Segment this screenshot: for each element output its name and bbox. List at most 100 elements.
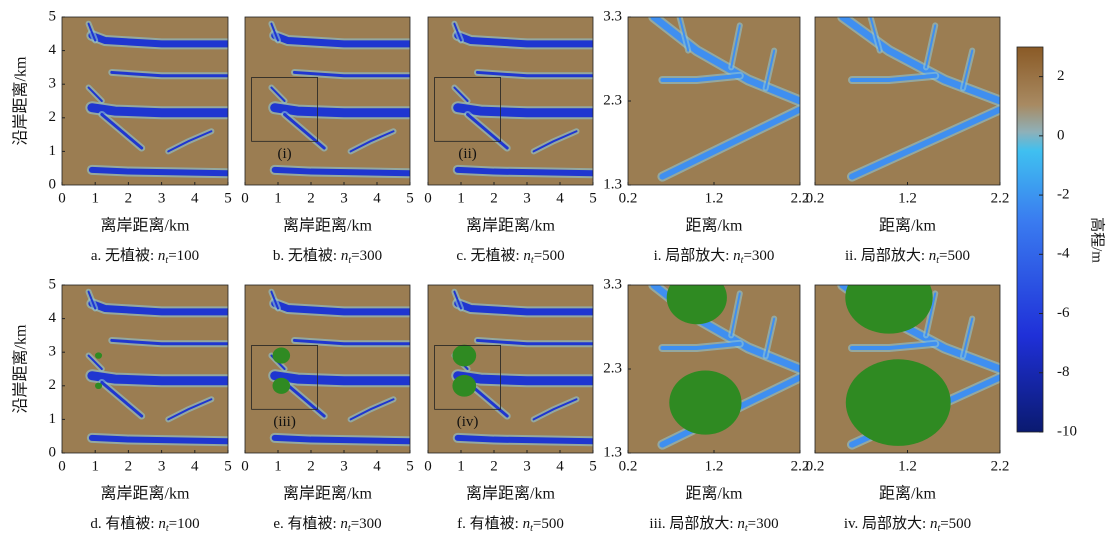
x-label: 距离/km [879, 217, 936, 235]
x-tick-label: 2.2 [991, 190, 1010, 206]
x-label: 距离/km [879, 485, 936, 503]
image [815, 262, 1000, 453]
y-tick-label: 0 [49, 176, 57, 192]
y-tick-label: 1 [49, 411, 57, 427]
image [62, 285, 228, 453]
x-tick-label: 2 [307, 458, 315, 474]
caption-var: n [737, 516, 745, 532]
x-tick-label: 4 [556, 190, 564, 206]
caption-prefix: i. 局部放大: [654, 247, 734, 264]
caption-prefix: iv. 局部放大: [844, 515, 930, 532]
x-tick-label: 0 [58, 458, 66, 474]
x-tick-label: 5 [224, 190, 232, 206]
x-tick-label: 1 [457, 458, 465, 474]
vegetation [273, 378, 291, 394]
caption-prefix: e. 有植被: [273, 515, 340, 532]
x-tick-label: 3 [523, 458, 531, 474]
tick-label: -4 [1057, 246, 1070, 262]
x-label: 离岸距离/km [283, 217, 372, 235]
x-tick-label: 4 [191, 190, 199, 206]
x-tick-label: 0.2 [806, 458, 825, 474]
channel [275, 170, 410, 173]
caption: b. 无植被: nt=300 [273, 247, 382, 266]
caption-prefix: a. 无植被: [91, 247, 158, 264]
caption: ii. 局部放大: nt=500 [845, 247, 970, 266]
x-tick-label: 2 [125, 190, 133, 206]
caption-var: n [340, 516, 348, 532]
caption: iv. 局部放大: nt=500 [844, 515, 971, 534]
vegetation [95, 352, 102, 358]
x-tick-label: 0 [58, 190, 66, 206]
caption-suffix: =500 [940, 516, 971, 532]
x-tick-label: 5 [224, 458, 232, 474]
x-tick-label: 3 [158, 458, 166, 474]
channel [275, 376, 410, 381]
caption-prefix: ii. 局部放大: [845, 247, 929, 264]
channel [92, 108, 228, 113]
x-tick-label: 4 [556, 458, 564, 474]
terrain [815, 17, 1000, 185]
caption-suffix: =300 [748, 516, 779, 532]
x-tick-label: 3 [523, 190, 531, 206]
caption-suffix: =500 [939, 248, 970, 264]
channel [458, 376, 593, 381]
inset-label: (i) [278, 146, 292, 162]
x-tick-label: 5 [406, 190, 414, 206]
y-tick-label: 3 [49, 76, 57, 92]
vegetation [452, 345, 476, 367]
tick-label: -2 [1057, 187, 1070, 203]
terrain [628, 17, 800, 185]
x-label: 离岸距离/km [101, 485, 190, 503]
caption-suffix: =100 [169, 516, 200, 532]
y-tick-label: 3.3 [603, 276, 622, 292]
caption: c. 无植被: nt=500 [456, 247, 564, 266]
x-tick-label: 3 [158, 190, 166, 206]
x-tick-label: 5 [589, 458, 597, 474]
x-tick-label: 0 [241, 190, 249, 206]
x-tick-label: 2 [307, 190, 315, 206]
x-tick-label: 5 [406, 458, 414, 474]
image [628, 271, 800, 453]
channel [458, 170, 593, 173]
channel [92, 170, 228, 173]
x-tick-label: 1.2 [705, 458, 724, 474]
y-tick-label: 5 [49, 276, 57, 292]
x-tick-label: 2 [125, 458, 133, 474]
caption-var: n [158, 516, 166, 532]
y-tick-label: 5 [49, 8, 57, 24]
x-tick-label: 0.2 [806, 190, 825, 206]
x-label: 距离/km [686, 217, 743, 235]
y-tick-label: 1.3 [603, 444, 622, 460]
x-tick-label: 1.2 [898, 190, 917, 206]
caption-prefix: f. 有植被: [457, 515, 522, 532]
x-tick-label: 1 [274, 458, 282, 474]
caption-suffix: =300 [743, 248, 774, 264]
x-tick-label: 1.2 [898, 458, 917, 474]
inset-label: (iii) [273, 414, 296, 430]
caption-var: n [733, 248, 741, 264]
caption-prefix: iii. 局部放大: [649, 515, 737, 532]
x-tick-label: 3 [340, 190, 348, 206]
y-tick-label: 2.3 [603, 360, 622, 376]
x-tick-label: 0.2 [619, 190, 638, 206]
x-tick-label: 0 [424, 190, 432, 206]
x-tick-label: 0.2 [619, 458, 638, 474]
caption-var: n [929, 248, 937, 264]
colorbar-label: 高程/m [1089, 217, 1106, 263]
caption-suffix: =500 [534, 248, 565, 264]
x-tick-label: 0 [241, 458, 249, 474]
tick-label: -6 [1057, 305, 1070, 321]
x-label: 距离/km [686, 485, 743, 503]
x-tick-label: 1 [91, 190, 99, 206]
y-tick-label: 3.3 [603, 8, 622, 24]
figure: 012345012345沿岸距离/km离岸距离/kma. 无植被: nt=100… [0, 0, 1113, 535]
x-tick-label: 4 [191, 458, 199, 474]
x-tick-label: 4 [373, 458, 381, 474]
channel [458, 108, 593, 113]
y-tick-label: 4 [49, 42, 57, 58]
x-tick-label: 0 [424, 458, 432, 474]
y-tick-label: 2.3 [603, 92, 622, 108]
colorbar [1017, 47, 1043, 432]
x-label: 离岸距离/km [283, 485, 372, 503]
x-tick-label: 2 [490, 458, 498, 474]
